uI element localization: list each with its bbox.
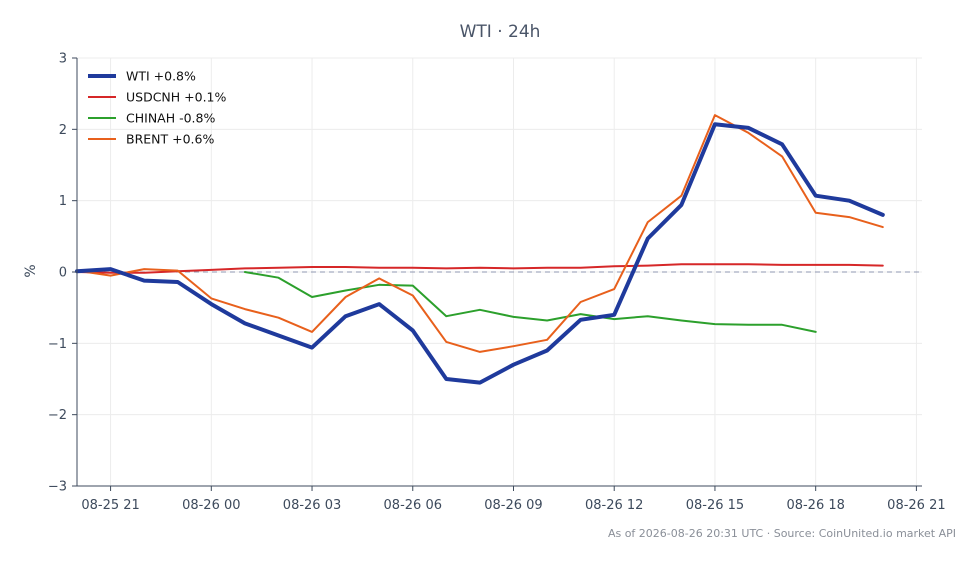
x-tick-label: 08-26 15 <box>686 498 744 513</box>
y-tick-label: 2 <box>59 123 67 138</box>
x-tick-label: 08-25 21 <box>81 498 139 513</box>
y-tick-label: −2 <box>48 408 67 423</box>
series-line-usdcnh <box>76 263 884 274</box>
footer-source: As of 2026-08-26 20:31 UTC · Source: Coi… <box>608 527 956 540</box>
y-axis-label: % <box>23 264 39 277</box>
series-line-chinah <box>243 271 817 333</box>
chart-title: WTI · 24h <box>460 22 541 42</box>
legend-label-usdcnh: USDCNH +0.1% <box>126 90 227 105</box>
x-tick-label: 08-26 18 <box>786 498 844 513</box>
x-tick-label: 08-26 03 <box>283 498 341 513</box>
y-axis-ticks: −3 −2 −1 0 1 2 3 <box>48 52 77 495</box>
y-tick-label: −1 <box>48 337 67 352</box>
series-layer <box>75 114 885 385</box>
x-axis-ticks: 08-25 21 08-26 00 08-26 03 08-26 06 08-26 09… <box>81 486 946 513</box>
x-tick-label: 08-26 21 <box>887 498 945 513</box>
x-tick-label: 08-26 09 <box>484 498 542 513</box>
y-tick-label: 0 <box>59 266 67 281</box>
legend-label-brent: BRENT +0.6% <box>126 132 214 147</box>
legend-label-wti: WTI +0.8% <box>126 69 196 84</box>
y-tick-label: 1 <box>59 194 67 209</box>
x-tick-label: 08-26 00 <box>182 498 240 513</box>
x-tick-label: 08-26 06 <box>384 498 442 513</box>
y-tick-label: 3 <box>59 52 67 67</box>
y-tick-label: −3 <box>48 480 67 495</box>
series-line-brent <box>76 114 884 353</box>
legend: WTI +0.8% USDCNH +0.1% CHINAH -0.8% BRENT +… <box>88 69 227 147</box>
legend-label-chinah: CHINAH -0.8% <box>126 111 215 126</box>
series-line-wti <box>75 122 885 385</box>
x-tick-label: 08-26 12 <box>585 498 643 513</box>
